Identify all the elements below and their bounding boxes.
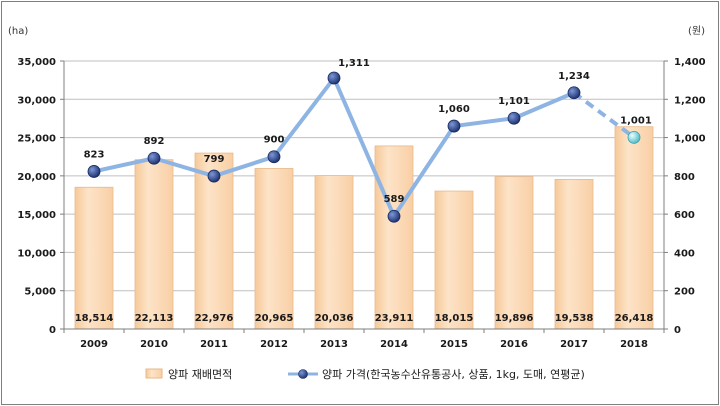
legend-line-marker: [298, 369, 308, 379]
price-marker-2017: [567, 86, 581, 100]
bar-2017: [554, 178, 594, 330]
price-marker-2015: [447, 119, 461, 133]
price-marker-2018: [627, 130, 641, 144]
right-tick-label: 0: [674, 325, 681, 336]
left-tick-label: 5,000: [24, 287, 56, 298]
bar-2016: [494, 176, 534, 330]
left-tick-label: 20,000: [17, 172, 56, 183]
price-label: 892: [144, 136, 165, 147]
left-axis-unit: (ha): [8, 26, 28, 37]
price-marker-2011: [207, 169, 221, 183]
x-tick-label: 2010: [140, 339, 168, 350]
bar-2010: [134, 159, 174, 330]
x-tick-label: 2016: [500, 339, 528, 350]
right-tick-label: 200: [674, 287, 695, 298]
left-tick-label: 25,000: [17, 134, 56, 145]
x-tick-label: 2013: [320, 339, 348, 350]
price-marker-2010: [147, 151, 161, 165]
bar-label: 18,015: [435, 313, 474, 324]
x-tick-label: 2009: [80, 339, 108, 350]
left-tick-label: 0: [49, 325, 56, 336]
x-tick-label: 2014: [380, 339, 408, 350]
price-marker-2016: [507, 111, 521, 125]
bar-2018: [614, 126, 654, 330]
left-tick-label: 35,000: [17, 57, 56, 68]
price-label: 1,234: [558, 71, 590, 82]
x-tick-label: 2011: [200, 339, 228, 350]
bar-label: 18,514: [75, 313, 114, 324]
right-tick-label: 1,200: [674, 95, 706, 106]
bar-2009: [74, 186, 114, 330]
bar-2015: [434, 190, 474, 330]
x-tick-label: 2015: [440, 339, 468, 350]
bar-label: 19,896: [495, 313, 534, 324]
right-tick-label: 400: [674, 248, 695, 259]
right-tick-label: 1,400: [674, 57, 706, 68]
price-label: 589: [384, 194, 405, 205]
price-label: 823: [84, 149, 105, 160]
price-label: 900: [264, 135, 285, 146]
price-label: 1,060: [438, 104, 470, 115]
bar-label: 20,036: [315, 313, 354, 324]
bar-label: 19,538: [555, 313, 594, 324]
price-label: 1,311: [338, 58, 370, 69]
bar-label: 22,976: [195, 313, 234, 324]
bar-2014: [374, 145, 414, 330]
left-tick-label: 30,000: [17, 95, 56, 106]
price-label: 1,101: [498, 96, 530, 107]
price-marker-2013: [327, 71, 341, 85]
bar-label: 26,418: [615, 313, 654, 324]
price-label: 1,001: [620, 115, 652, 126]
x-tick-label: 2018: [620, 339, 648, 350]
right-axis-unit: (원): [688, 25, 705, 37]
bar-label: 20,965: [255, 313, 294, 324]
bar-2012: [254, 168, 294, 330]
legend-bar-swatch: [145, 368, 163, 379]
bar-label: 22,113: [135, 313, 174, 324]
price-marker-2009: [87, 165, 101, 178]
bar-label: 23,911: [375, 313, 414, 324]
price-marker-2012: [267, 150, 281, 164]
price-marker-2014: [387, 209, 401, 223]
left-tick-label: 10,000: [17, 248, 56, 259]
legend-line-label: 양파 가격(한국농수산유통공사, 상품, 1kg, 도매, 연평균): [322, 368, 585, 381]
price-line-dashed-segment: [572, 91, 636, 139]
x-tick-label: 2017: [560, 339, 588, 350]
right-tick-label: 600: [674, 210, 695, 221]
price-label: 799: [204, 154, 225, 165]
x-tick-label: 2012: [260, 339, 288, 350]
right-tick-label: 800: [674, 172, 695, 183]
legend-bar-label: 양파 재배면적: [168, 368, 232, 381]
left-tick-label: 15,000: [17, 210, 56, 221]
bar-2013: [314, 175, 354, 330]
right-tick-label: 1,000: [674, 134, 706, 145]
